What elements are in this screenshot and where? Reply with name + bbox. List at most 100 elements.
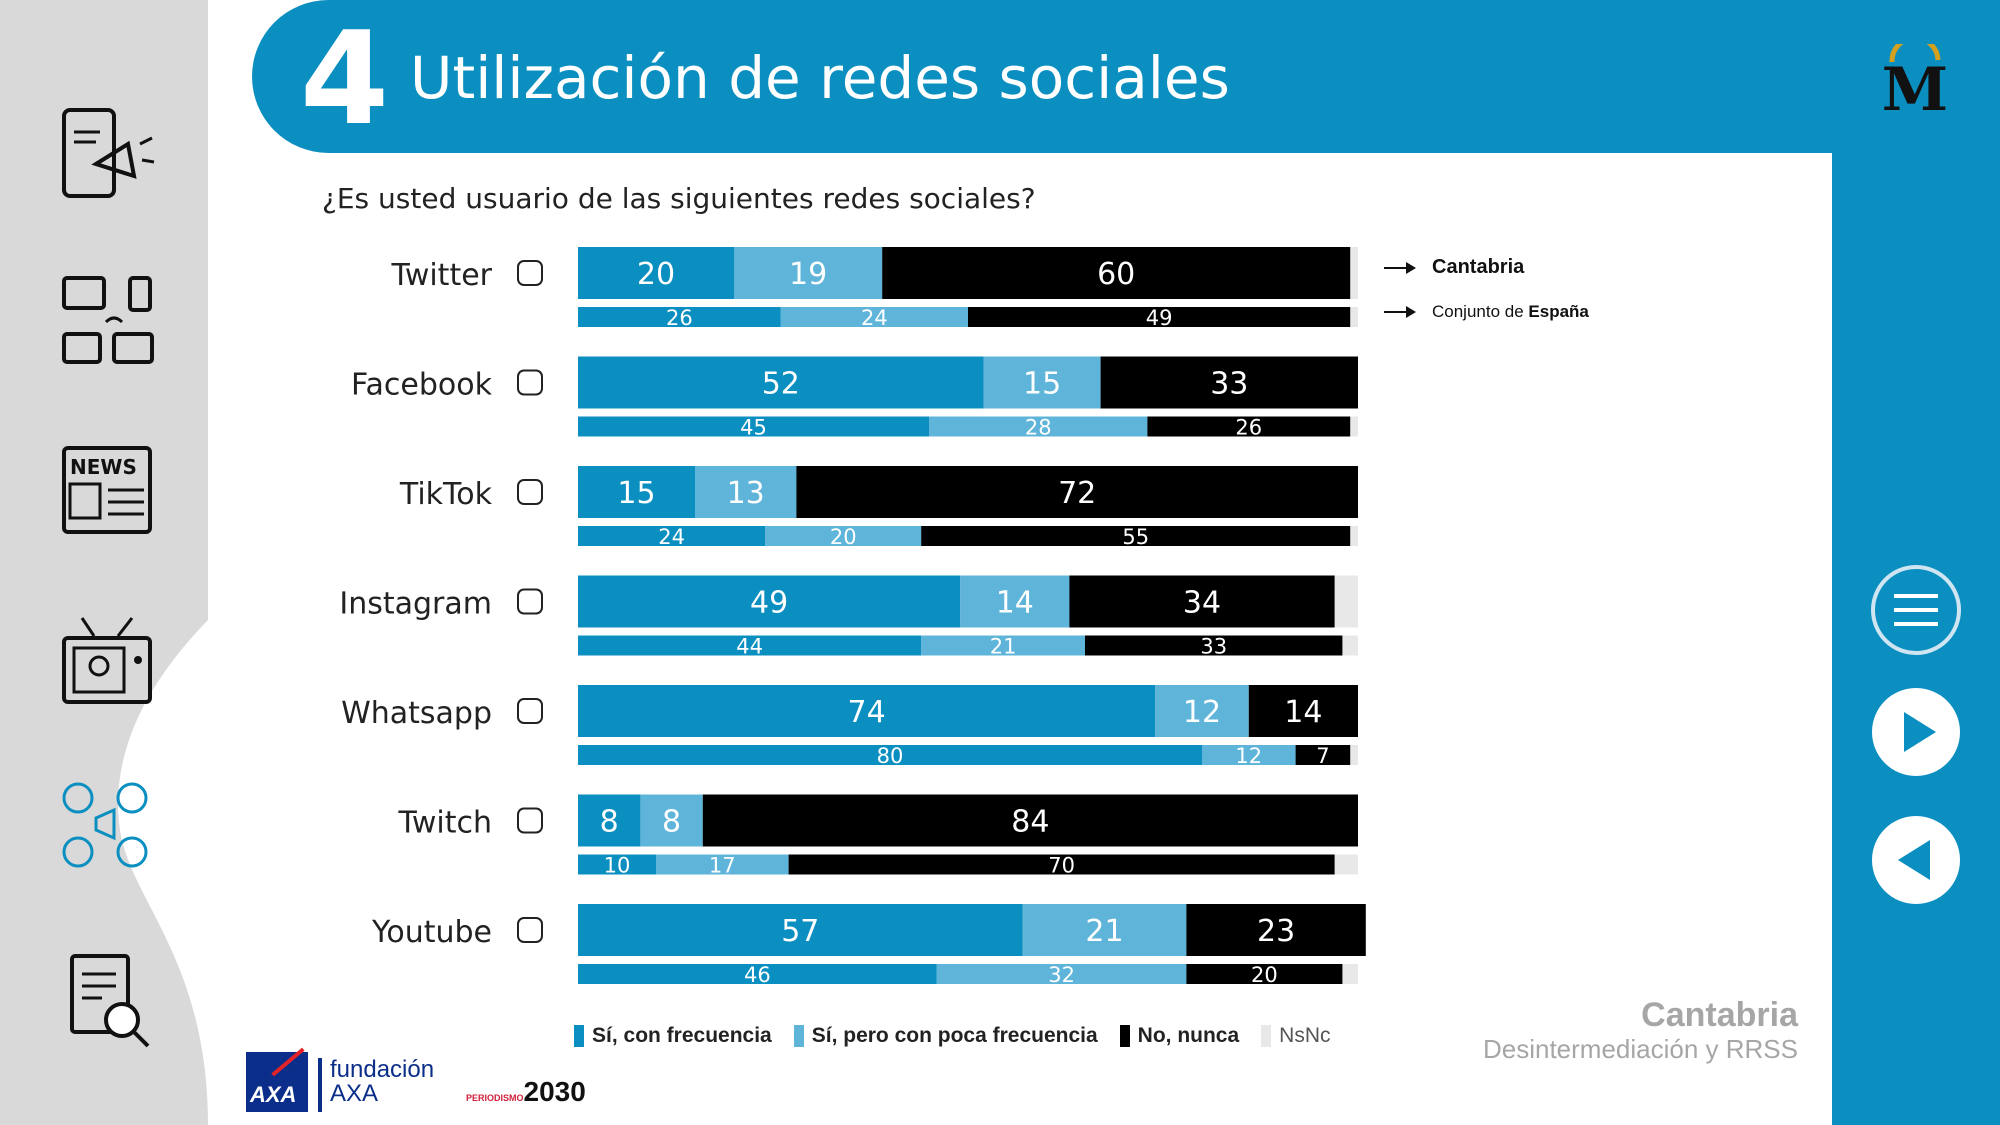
- data-label: 12: [1235, 744, 1262, 768]
- footer-subtitle: Desintermediación y RRSS: [1482, 1034, 1798, 1064]
- data-label: 34: [1183, 586, 1221, 621]
- bar-espana: [1186, 964, 1343, 984]
- legend-label-rare: Sí, pero con poca frecuencia: [811, 1024, 1098, 1047]
- play-icon: [1904, 712, 1936, 752]
- twitch-icon: [517, 807, 543, 834]
- next-button[interactable]: [1870, 686, 1962, 778]
- bar-cantabria: [578, 685, 1156, 737]
- bar-espana: [578, 307, 781, 327]
- menu-button[interactable]: [1870, 564, 1962, 656]
- header-band: [252, 0, 1832, 153]
- data-label: 46: [744, 963, 771, 987]
- devices-network-icon[interactable]: [58, 272, 158, 372]
- bar-espana: [578, 416, 929, 437]
- tiktok-icon: [517, 479, 543, 505]
- section-number: 4: [300, 5, 390, 154]
- axa-logo: AXA: [246, 1047, 308, 1112]
- data-label: 72: [1058, 476, 1096, 511]
- bar-espana: [765, 526, 922, 546]
- facebook-icon: [517, 369, 543, 396]
- bar-cantabria: [960, 575, 1070, 628]
- legend-espana-prefix: Conjunto de: [1432, 302, 1529, 321]
- bar-cantabria: [578, 356, 984, 409]
- data-label: 10: [604, 854, 631, 878]
- category-label: Facebook: [351, 368, 493, 403]
- bar-espana: [1295, 745, 1351, 765]
- data-label: 20: [830, 525, 857, 549]
- footer-region: Cantabria: [1641, 996, 1798, 1034]
- data-label: 19: [789, 257, 827, 292]
- page-title: Utilización de redes sociales: [410, 44, 1230, 112]
- back-icon: [1898, 840, 1930, 880]
- data-label: 52: [762, 367, 800, 402]
- publisher-logo: M: [1882, 44, 1948, 114]
- whatsapp-icon: [517, 698, 543, 724]
- bar-espana: [936, 964, 1187, 984]
- data-label: 80: [877, 744, 904, 768]
- bar-espana: [921, 526, 1351, 546]
- logo-divider: [318, 1058, 322, 1112]
- data-label: 32: [1048, 963, 1075, 987]
- chart-legend: Sí, con frecuencia Sí, pero con poca fre…: [574, 1024, 1331, 1048]
- data-label: 55: [1122, 525, 1149, 549]
- bar-cantabria: [1155, 685, 1249, 737]
- bar-cantabria: [578, 904, 1023, 956]
- bar-espana: [1085, 635, 1343, 656]
- periodismo-big: 2030: [523, 1076, 586, 1107]
- back-button[interactable]: [1870, 814, 1962, 906]
- data-label: 15: [1023, 367, 1061, 402]
- bar-cantabria: [578, 466, 695, 518]
- bar-espana: [929, 416, 1148, 437]
- legend-item-frequent: Sí, con frecuencia: [574, 1024, 772, 1048]
- legend-item-rare: Sí, pero con poca frecuencia: [793, 1024, 1098, 1048]
- data-label: 84: [1011, 805, 1049, 840]
- data-label: 8: [662, 805, 681, 840]
- legend-espana-bold: España: [1528, 302, 1589, 321]
- fundacion-axa-text: fundación AXA: [330, 1058, 434, 1106]
- document-search-icon[interactable]: [58, 950, 158, 1050]
- svg-text:M: M: [1882, 55, 1948, 114]
- survey-question: ¿Es usted usuario de las siguientes rede…: [322, 182, 1036, 215]
- bar-espana: [578, 635, 922, 656]
- category-label: TikTok: [399, 477, 493, 512]
- sidebar-curve: [118, 620, 208, 1125]
- data-label: 33: [1200, 635, 1227, 659]
- arrow-right-icon: [1384, 261, 1416, 274]
- legend-label-frequent: Sí, con frecuencia: [592, 1024, 772, 1047]
- bar-espana: [921, 635, 1085, 656]
- fundacion-line2: AXA: [330, 1080, 379, 1107]
- bar-cantabria: [796, 466, 1358, 518]
- social-media-icon[interactable]: [58, 776, 158, 876]
- twitter-icon: [517, 260, 543, 286]
- data-label: 70: [1048, 854, 1075, 878]
- newspaper-icon[interactable]: NEWS: [58, 440, 158, 540]
- data-label: 20: [1251, 963, 1278, 987]
- menu-icon: [1894, 594, 1938, 626]
- category-label: Twitter: [390, 258, 492, 293]
- data-label: 20: [637, 257, 675, 292]
- data-label: 57: [781, 914, 819, 949]
- periodismo-small: PERIODISMO: [466, 1093, 524, 1103]
- data-label: 7: [1316, 744, 1329, 768]
- arrow-right-icon: [1384, 306, 1416, 318]
- bar-espana: [1147, 416, 1351, 437]
- bar-cantabria: [702, 794, 1358, 847]
- bar-espana: [578, 526, 766, 546]
- data-label: 60: [1097, 257, 1135, 292]
- data-label: 14: [996, 586, 1034, 621]
- periodismo-2030-logo: PERIODISMO2030: [466, 1076, 586, 1108]
- category-label: Youtube: [371, 915, 492, 950]
- legend-cantabria-label: Cantabria: [1432, 256, 1525, 278]
- data-label: 8: [600, 805, 619, 840]
- bar-cantabria: [578, 247, 734, 299]
- bar-espana: [780, 307, 968, 327]
- mobile-marketing-icon[interactable]: [58, 104, 158, 204]
- bar-cantabria: [882, 247, 1351, 299]
- bar-cantabria: [1100, 356, 1358, 409]
- data-label: 74: [848, 695, 886, 730]
- data-label: 28: [1025, 416, 1052, 440]
- television-icon[interactable]: [58, 610, 158, 710]
- bar-cantabria: [1069, 575, 1335, 628]
- legend-espana: Conjunto de España: [1384, 302, 1589, 322]
